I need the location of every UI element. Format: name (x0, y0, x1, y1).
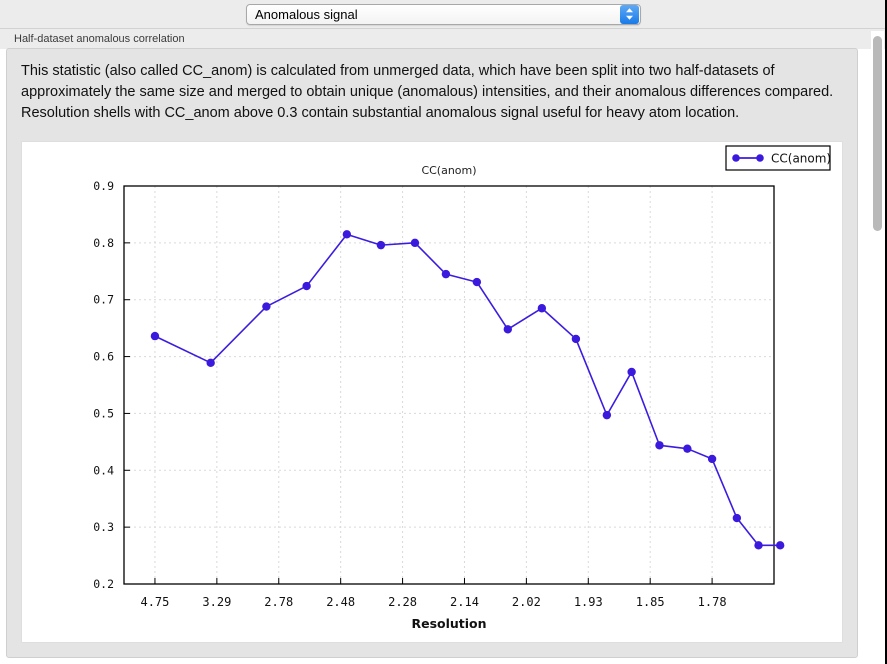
data-point-marker[interactable] (262, 302, 271, 311)
x-axis-label: Resolution (411, 616, 486, 631)
data-point-marker[interactable] (376, 240, 386, 250)
dataset-selector-dropdown[interactable]: Anomalous signal (246, 3, 641, 25)
data-point-marker[interactable] (503, 325, 513, 334)
legend-label: CC(anom) (771, 152, 831, 166)
data-point-marker[interactable] (707, 454, 717, 464)
x-axis-tick-label: 2.28 (388, 595, 417, 609)
vertical-scrollbar-track[interactable] (871, 31, 884, 661)
x-axis-tick-label: 1.85 (636, 595, 665, 609)
y-axis-tick-label: 0.8 (93, 236, 114, 250)
y-axis-tick-label: 0.9 (93, 179, 114, 193)
updown-chevron-icon[interactable] (620, 4, 639, 24)
legend-swatch-marker (756, 154, 764, 162)
x-axis-tick-label: 2.02 (512, 595, 541, 609)
data-point-marker[interactable] (537, 304, 547, 313)
chart-title: CC(anom) (421, 164, 476, 177)
x-axis-tick-label: 1.93 (574, 595, 603, 609)
data-point-marker[interactable] (683, 444, 692, 453)
dataset-selector-value: Anomalous signal (255, 6, 358, 22)
plot-frame (123, 185, 775, 585)
x-axis-tick-label: 1.78 (698, 595, 727, 609)
data-point-marker[interactable] (441, 269, 451, 279)
data-point-marker[interactable] (150, 331, 160, 341)
content-panel: This statistic (also called CC_anom) is … (6, 48, 858, 658)
data-point-marker[interactable] (602, 410, 612, 420)
section-title: Half-dataset anomalous correlation (14, 33, 185, 45)
data-point-marker[interactable] (410, 238, 420, 248)
y-axis-tick-label: 0.2 (93, 577, 114, 591)
y-axis-tick-label: 0.6 (93, 350, 114, 364)
legend-swatch-marker (732, 154, 740, 162)
x-axis-tick-label: 2.48 (326, 595, 355, 609)
statistic-description: This statistic (also called CC_anom) is … (21, 63, 834, 121)
toolbar: Anomalous signal (0, 0, 887, 29)
data-point-marker[interactable] (655, 441, 664, 450)
data-point-marker[interactable] (472, 277, 482, 287)
data-point-marker[interactable] (302, 281, 311, 291)
data-point-marker[interactable] (571, 334, 581, 344)
data-point-marker[interactable] (627, 367, 636, 377)
data-point-marker[interactable] (206, 358, 215, 368)
cc-anom-line-chart[interactable]: CC(anom) 0.2 0.3 0.4 0.5 0.6 0.7 0.8 0.9 4.75 3.29… (22, 142, 842, 642)
y-axis-tick-label: 0.4 (93, 463, 114, 477)
series-line-cc-anom (154, 233, 781, 547)
x-axis-tick-label: 3.29 (202, 595, 231, 609)
data-point-marker[interactable] (342, 230, 352, 239)
data-point-marker[interactable] (732, 513, 742, 523)
y-axis-tick-label: 0.5 (93, 406, 114, 420)
y-axis-tick-label: 0.3 (93, 520, 114, 534)
chart-card: CC(anom) 0.2 0.3 0.4 0.5 0.6 0.7 0.8 0.9 4.75 3.29… (21, 141, 843, 643)
vertical-scrollbar-thumb[interactable] (873, 36, 882, 231)
data-point-marker[interactable] (775, 541, 785, 550)
chart-legend: CC(anom) (725, 145, 831, 171)
x-axis-tick-label: 2.78 (264, 595, 293, 609)
window-right-edge (885, 0, 887, 664)
section-header: Half-dataset anomalous correlation (0, 29, 887, 49)
x-axis-tick-label: 4.75 (140, 595, 169, 609)
x-axis-tick-label: 2.14 (450, 595, 479, 609)
y-axis-tick-label: 0.7 (93, 293, 114, 307)
data-point-marker[interactable] (754, 541, 763, 550)
